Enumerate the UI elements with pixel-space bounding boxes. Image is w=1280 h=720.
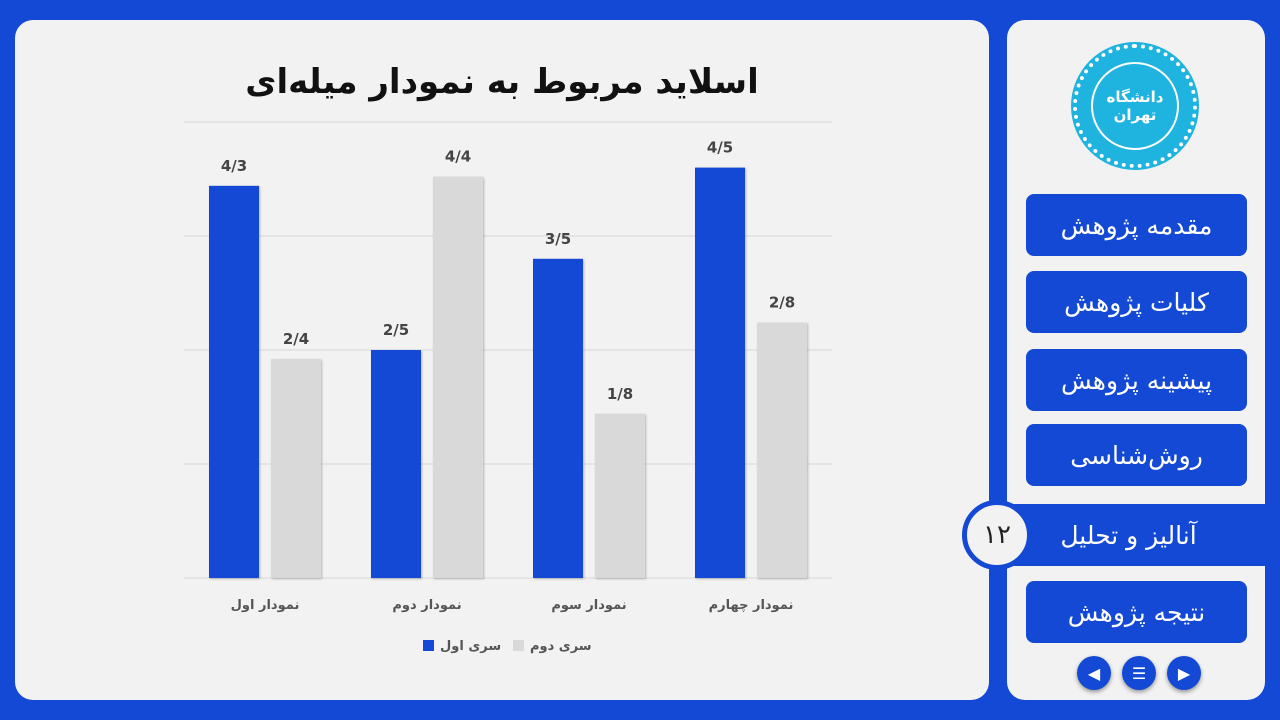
sidebar-item-label: کلیات پژوهش — [1064, 287, 1209, 317]
sidebar-item-conclusion[interactable]: نتیجه پژوهش — [1026, 581, 1247, 643]
data-label: 2/4 — [283, 330, 309, 348]
sidebar-item-background[interactable]: پیشینه پژوهش — [1026, 349, 1247, 411]
menu-icon: ☰ — [1131, 663, 1147, 683]
data-label: 2/5 — [383, 321, 409, 339]
sidebar-item-intro[interactable]: مقدمه پژوهش — [1026, 194, 1247, 256]
sidebar-item-methodology[interactable]: روش‌شناسی — [1026, 424, 1247, 486]
triangle-right-icon: ▶ — [1177, 663, 1191, 683]
slide-title: اسلاید مربوط به نمودار میله‌ای — [245, 62, 759, 102]
menu-button[interactable]: ☰ — [1122, 656, 1156, 690]
category-label: نمودار اول — [231, 598, 300, 613]
data-label: 4/4 — [445, 148, 471, 166]
next-button[interactable]: ▶ — [1167, 656, 1201, 690]
category-label: نمودار چهارم — [709, 598, 794, 613]
sidebar-item-label: نتیجه پژوهش — [1067, 597, 1206, 627]
data-label: 4/3 — [221, 157, 247, 175]
sidebar-item-overview[interactable]: کلیات پژوهش — [1026, 271, 1247, 333]
bar — [695, 167, 745, 578]
sidebar-item-label: پیشینه پژوهش — [1060, 365, 1213, 395]
sidebar-item-analysis[interactable]: آنالیز و تحلیل — [1007, 504, 1280, 566]
legend-label: سری اول — [440, 639, 501, 654]
data-label: 1/8 — [607, 385, 633, 403]
university-logo: دانشگاه تهران — [1073, 44, 1197, 168]
legend-label: سری دوم — [530, 639, 592, 654]
prev-button[interactable]: ◀ — [1077, 656, 1111, 690]
bar — [533, 258, 583, 578]
bar — [371, 350, 421, 578]
logo-text: دانشگاه تهران — [1091, 62, 1179, 150]
sidebar-item-label: مقدمه پژوهش — [1060, 210, 1213, 240]
page-number: ۱۲ — [962, 500, 1032, 570]
bar — [209, 185, 259, 578]
legend-swatch — [513, 640, 524, 651]
bar — [271, 359, 321, 578]
sidebar-item-label: روش‌شناسی — [1070, 440, 1203, 470]
data-label: 3/5 — [545, 230, 571, 248]
triangle-left-icon: ◀ — [1087, 663, 1101, 683]
bar-chart: 4/3 2/4 نمودار اول 2/5 4/4 نمودار دوم 3/5 1/8 نم… — [184, 121, 832, 654]
bar — [595, 413, 645, 578]
sidebar-item-label: آنالیز و تحلیل — [1060, 520, 1197, 550]
bar — [433, 176, 483, 578]
data-label: 4/5 — [707, 139, 733, 157]
bar — [757, 322, 807, 578]
category-label: نمودار دوم — [392, 598, 461, 613]
category-label: نمودار سوم — [551, 598, 626, 613]
data-label: 2/8 — [769, 294, 795, 312]
slide-content: اسلاید مربوط به نمودار میله‌ای 4/3 2/4 نمو… — [15, 20, 989, 700]
legend-swatch — [423, 640, 434, 651]
